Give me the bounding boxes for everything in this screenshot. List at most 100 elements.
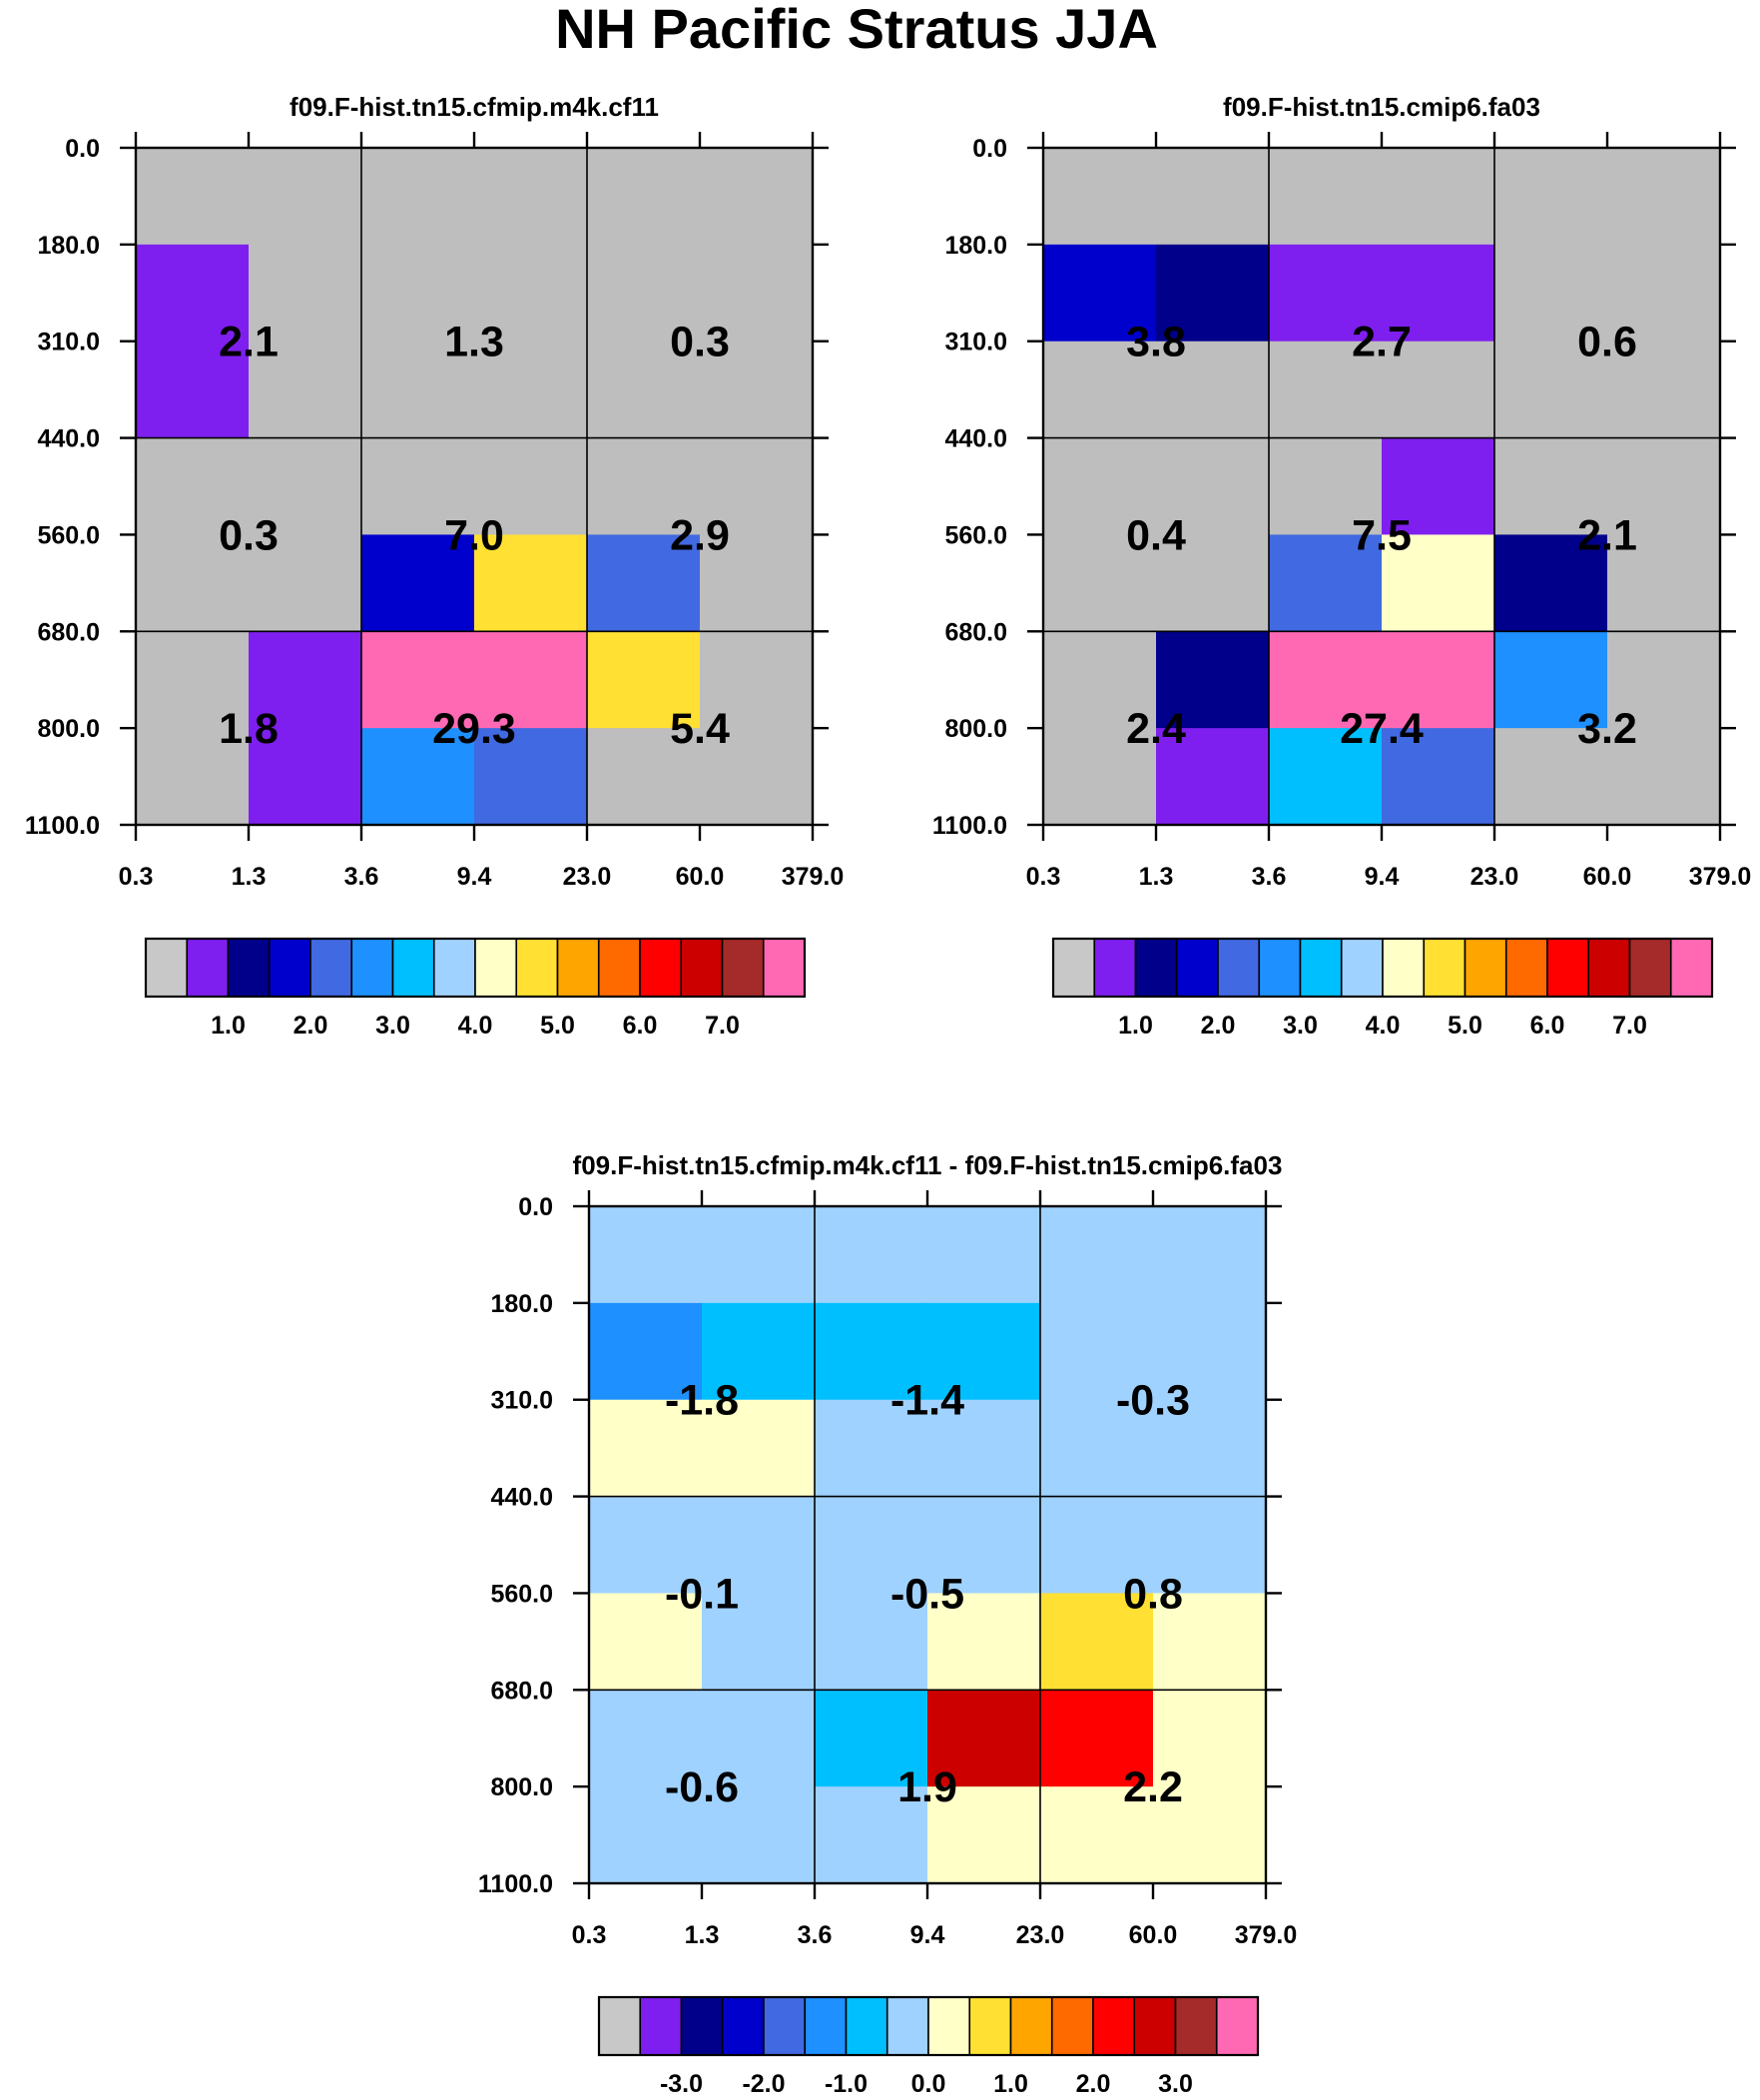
heatmap-panel-cmip6: f09.F-hist.tn15.cmip6.fa03 0.0 180.0 310.0 4… — [932, 92, 1751, 1040]
colorbar-swatch — [1133, 1996, 1177, 2056]
heatmap-cell — [1607, 534, 1721, 632]
x-tick-label: 379.0 — [782, 863, 845, 891]
colorbar-swatch — [350, 938, 394, 998]
heatmap-cell — [249, 148, 362, 246]
block-value-label: 3.2 — [1577, 705, 1637, 753]
heatmap-cell — [587, 244, 701, 343]
colorbar-swatch — [227, 938, 271, 998]
colorbar-label: 5.0 — [540, 1012, 575, 1040]
heatmap-cell — [474, 631, 588, 729]
y-tick-label: 560.0 — [944, 521, 1007, 549]
heatmap-cell — [589, 1593, 703, 1691]
heatmap-cell — [1607, 728, 1721, 826]
colorbar-swatch — [968, 1996, 1012, 2056]
x-tick-label: 3.6 — [798, 1921, 833, 1949]
x-tick-label: 0.3 — [572, 1921, 607, 1949]
heatmap-cell — [815, 1399, 928, 1498]
heatmap-cell — [700, 728, 814, 826]
heatmap-cell — [136, 631, 250, 729]
heatmap-cell — [700, 534, 814, 632]
block-value-label: -0.6 — [665, 1763, 739, 1811]
heatmap-cell — [702, 1302, 816, 1401]
colorbar-label: -2.0 — [742, 2070, 785, 2098]
heatmap-cell — [589, 1206, 703, 1304]
heatmap-cell — [587, 437, 701, 536]
block-value-label: 1.9 — [897, 1763, 957, 1811]
colorbar-label: 1.0 — [1118, 1012, 1153, 1040]
heatmap-cell — [1494, 728, 1608, 826]
heatmap-cell — [589, 1496, 703, 1595]
heatmap-cell — [1494, 341, 1608, 439]
heatmap-cell — [361, 244, 475, 343]
heatmap-cell — [1040, 1496, 1154, 1595]
colorbar-swatch — [1504, 938, 1548, 998]
y-tick-label: 680.0 — [944, 618, 1007, 646]
colorbar-swatch — [762, 938, 806, 998]
heatmap-cell — [815, 1302, 928, 1401]
colorbar-swatch — [1669, 938, 1713, 998]
heatmap-cell — [474, 244, 588, 343]
heatmap-cell — [1156, 631, 1270, 729]
y-tick-label: 310.0 — [944, 329, 1007, 356]
colorbar-swatch — [1052, 938, 1096, 998]
heatmap-cell — [1040, 1399, 1154, 1498]
heatmap-cell — [136, 341, 250, 439]
x-tick-label: 0.3 — [1026, 863, 1061, 891]
heatmap-cell — [1153, 1690, 1267, 1787]
block-value-label: -1.4 — [890, 1377, 964, 1425]
x-tick-label: 23.0 — [1016, 1921, 1065, 1949]
colorbar-swatch — [1174, 1996, 1218, 2056]
heatmap-cell — [136, 534, 250, 632]
colorbar-swatch — [1340, 938, 1384, 998]
block-value-label: 5.4 — [670, 705, 730, 753]
heatmap-cell — [1494, 148, 1608, 246]
colorbar-swatch — [1587, 938, 1631, 998]
heatmap-cell — [702, 1496, 816, 1595]
x-tick-label: 379.0 — [1689, 863, 1752, 891]
colorbar-swatch — [721, 938, 765, 998]
heatmap-cell — [1382, 341, 1495, 439]
colorbar-label: 3.0 — [375, 1012, 410, 1040]
block-value-label: 0.3 — [219, 511, 279, 559]
heatmap-cell — [1043, 148, 1157, 246]
y-tick-label: 180.0 — [490, 1290, 553, 1318]
heatmap-cell — [1607, 341, 1721, 439]
figure-title: NH Pacific Stratus JJA — [555, 0, 1158, 60]
x-tick-label: 60.0 — [676, 863, 725, 891]
colorbar-label: 4.0 — [1366, 1012, 1401, 1040]
heatmap-cell — [700, 341, 814, 439]
heatmap-cell — [1607, 631, 1721, 729]
block-value-label: 1.3 — [444, 319, 504, 366]
colorbar-swatch — [763, 1996, 807, 2056]
colorbar-label: 6.0 — [623, 1012, 658, 1040]
colorbar-swatch — [845, 1996, 888, 2056]
colorbar-label: 6.0 — [1530, 1012, 1565, 1040]
colorbar-swatch — [639, 938, 683, 998]
colorbar-swatch — [1628, 938, 1672, 998]
block-value-label: 0.6 — [1577, 319, 1637, 366]
heatmap-cell — [474, 437, 588, 536]
colorbar-label: -1.0 — [825, 2070, 868, 2098]
heatmap-cell — [700, 437, 814, 536]
heatmap-cell — [927, 1593, 1041, 1691]
heatmap-cell — [1494, 244, 1608, 343]
heatmap-cell — [589, 1786, 703, 1884]
colorbar-swatch — [885, 1996, 929, 2056]
heatmap-cell — [1269, 631, 1383, 729]
heatmap-cell — [361, 437, 475, 536]
panel-title: f09.F-hist.tn15.cfmip.m4k.cf11 — [290, 92, 659, 122]
heatmap-cell — [136, 728, 250, 826]
heatmap-cell — [136, 148, 250, 246]
x-tick-label: 1.3 — [232, 863, 267, 891]
y-tick-label: 800.0 — [490, 1773, 553, 1801]
y-tick-label: 560.0 — [490, 1580, 553, 1608]
colorbar-swatch — [474, 938, 518, 998]
heatmap-panel-cfmip: f09.F-hist.tn15.cfmip.m4k.cf11 0.0 180.0 31… — [25, 92, 844, 1040]
heatmap-cell — [361, 534, 475, 632]
y-tick-label: 0.0 — [518, 1193, 553, 1221]
colorbar-swatch — [1009, 1996, 1053, 2056]
y-tick-label: 800.0 — [37, 715, 100, 743]
y-tick-label: 560.0 — [37, 521, 100, 549]
heatmap-cell — [702, 1399, 816, 1498]
heatmap-cell — [1382, 148, 1495, 246]
